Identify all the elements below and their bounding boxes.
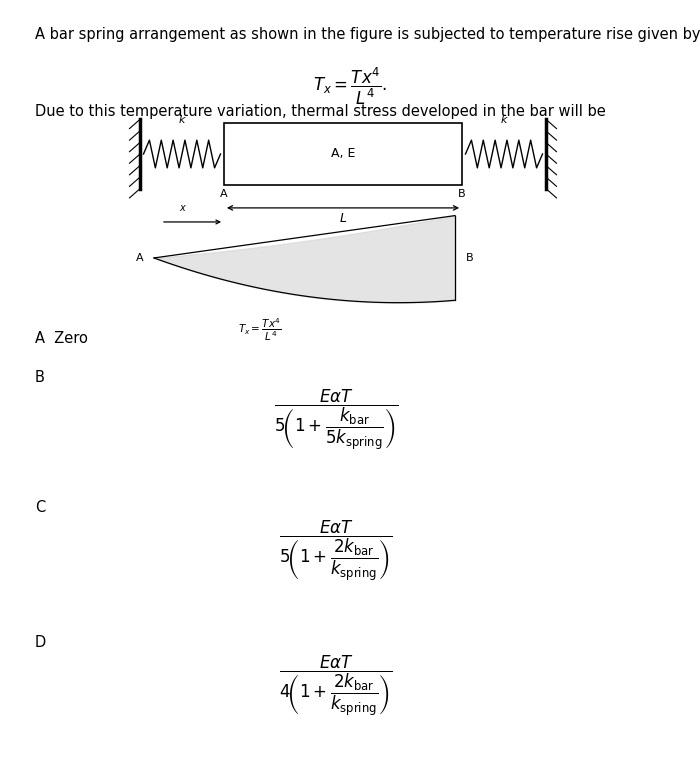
Text: B: B (35, 370, 45, 384)
Text: D: D (35, 635, 46, 650)
Text: Due to this temperature variation, thermal stress developed in the bar will be: Due to this temperature variation, therm… (35, 104, 606, 119)
Text: L: L (340, 212, 346, 225)
FancyBboxPatch shape (224, 123, 462, 185)
Text: k: k (178, 115, 186, 125)
Text: B: B (458, 189, 466, 199)
Text: A: A (136, 253, 144, 263)
Text: C: C (35, 500, 46, 515)
Text: $\dfrac{E\alpha T}{5\!\left(1+\dfrac{2k_{\mathrm{bar}}}{k_{\mathrm{spring}}}\rig: $\dfrac{E\alpha T}{5\!\left(1+\dfrac{2k_… (279, 518, 393, 583)
Text: $T_x = \dfrac{Tx^4}{L^4}$: $T_x = \dfrac{Tx^4}{L^4}$ (238, 316, 281, 343)
Text: $\dfrac{E\alpha T}{5\!\left(1+\dfrac{k_{\mathrm{bar}}}{5k_{\mathrm{spring}}}\rig: $\dfrac{E\alpha T}{5\!\left(1+\dfrac{k_{… (274, 387, 398, 452)
Text: A bar spring arrangement as shown in the figure is subjected to temperature rise: A bar spring arrangement as shown in the… (35, 27, 700, 42)
Text: B: B (466, 253, 473, 263)
Text: A  Zero: A Zero (35, 331, 88, 346)
Text: x: x (179, 203, 185, 213)
Text: A: A (220, 189, 228, 199)
Text: k: k (500, 115, 508, 125)
Text: A, E: A, E (331, 148, 355, 160)
Text: $T_x = \dfrac{Tx^4}{L^4}.$: $T_x = \dfrac{Tx^4}{L^4}.$ (313, 65, 387, 107)
Text: $\dfrac{E\alpha T}{4\!\left(1+\dfrac{2k_{\mathrm{bar}}}{k_{\mathrm{spring}}}\rig: $\dfrac{E\alpha T}{4\!\left(1+\dfrac{2k_… (279, 653, 393, 718)
